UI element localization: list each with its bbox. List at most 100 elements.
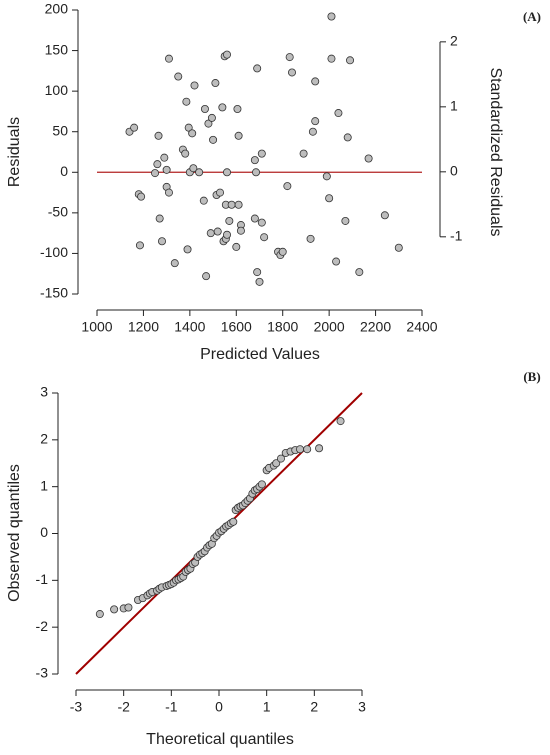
x-tick-label: 2 [310,699,318,715]
point [250,214,259,223]
y2-tick-label: 0 [450,163,458,179]
panel-label: (B) [523,369,540,384]
point [164,188,173,197]
y-tick-label: 2 [40,431,48,447]
y-tick-label: -150 [40,285,68,301]
x-tick-label: 1800 [267,319,298,335]
x-tick-label: 1 [263,699,271,715]
y-axis-title: Observed quantiles [6,464,23,602]
point [222,230,231,239]
point [322,172,331,181]
point [157,237,166,246]
y-tick-label: -2 [36,618,49,634]
x-tick-label: 1600 [221,319,252,335]
y-tick-label: -3 [36,665,49,681]
point [364,154,373,163]
point [207,113,216,122]
point [303,445,312,454]
point [232,242,241,251]
point [311,77,320,86]
point [308,127,317,136]
point [283,182,292,191]
point [227,200,236,209]
y-axis-title: Residuals [6,117,23,187]
point [95,610,104,619]
x-tick-label: 3 [358,699,366,715]
point [234,131,243,140]
point [276,454,285,463]
x-tick-label: 2200 [360,319,391,335]
point [260,233,269,242]
point [211,79,220,88]
point [278,247,287,256]
point [124,603,133,612]
point [184,123,193,132]
point [213,227,222,236]
point [174,72,183,81]
point [257,480,266,489]
x-axis-title: Predicted Values [200,346,320,363]
point [233,104,242,113]
point [160,153,169,162]
y-tick-label: 0 [40,524,48,540]
point [285,53,294,62]
x-tick-label: -2 [117,699,130,715]
point [315,444,324,453]
y-tick-label: 100 [45,82,69,98]
point [182,97,191,106]
point [110,605,119,614]
point [190,81,199,90]
point [162,165,171,174]
y-tick-label: 0 [60,163,68,179]
point [137,192,146,201]
point [296,445,305,454]
point [151,169,160,178]
x-tick-label: 1200 [128,319,159,335]
point [250,156,259,165]
point [253,268,262,277]
point [252,168,261,177]
point [257,149,266,158]
point [183,245,192,254]
point [225,216,234,225]
x-tick-label: 1400 [174,319,205,335]
point [155,214,164,223]
point [255,277,264,286]
y2-tick-label: 1 [450,98,458,114]
y-tick-label: 200 [45,1,69,17]
point [164,54,173,63]
point [154,131,163,140]
y-tick-label: -100 [40,244,68,260]
y-tick-label: 1 [40,477,48,493]
point [202,272,211,281]
point [272,459,281,468]
point [306,234,315,243]
point [222,50,231,59]
x-tick-label: 2000 [314,319,345,335]
point [206,229,215,238]
x-axis-title: Theoretical quantiles [146,731,294,748]
x-tick-label: -3 [70,699,83,715]
point [355,268,364,277]
point [181,149,190,158]
point [325,194,334,203]
point [253,64,262,73]
y-tick-label: -50 [48,204,68,220]
point [200,104,209,113]
y2-axis-title: Standardized Residuals [487,68,504,237]
point [327,12,336,21]
y-tick-label: 50 [52,122,68,138]
point [222,168,231,177]
point [257,218,266,227]
point [236,226,245,235]
point [204,119,213,128]
point [299,149,308,158]
point [135,241,144,250]
point [153,160,162,169]
point [130,123,139,132]
point [332,257,341,266]
point [287,68,296,77]
y2-tick-label: 2 [450,33,458,49]
point [170,259,179,268]
